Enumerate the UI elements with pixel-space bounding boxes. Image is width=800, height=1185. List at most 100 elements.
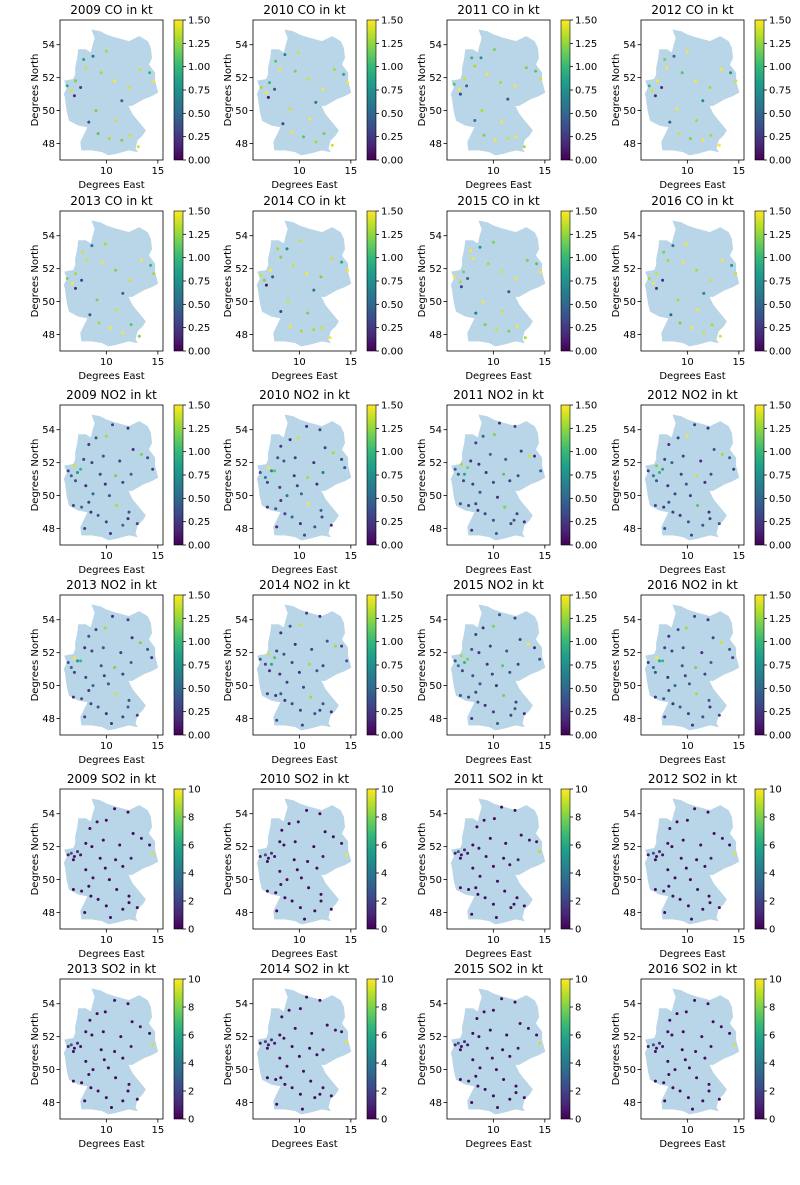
data-point	[514, 277, 518, 280]
data-point	[340, 841, 344, 845]
y-axis-label: Degrees North	[223, 245, 234, 318]
chart-title: 2010 NO2 in kt	[259, 388, 350, 402]
data-point	[82, 457, 86, 461]
data-point	[109, 916, 112, 919]
data-point	[268, 81, 271, 85]
x-tick-label: 10	[681, 166, 694, 177]
data-point	[130, 636, 134, 640]
data-point	[139, 452, 143, 456]
data-point	[72, 670, 76, 674]
x-tick-label: 10	[681, 935, 694, 946]
data-point	[87, 884, 91, 888]
data-point	[691, 1107, 694, 1111]
y-tick-label: 54	[429, 615, 442, 626]
data-point	[711, 1020, 715, 1024]
data-point	[675, 107, 679, 111]
data-point	[485, 662, 489, 666]
data-point	[471, 1058, 475, 1062]
data-point	[667, 884, 671, 888]
data-point	[258, 657, 262, 661]
data-point	[302, 1069, 305, 1073]
colorbar-tick-label: 1.00	[381, 447, 403, 458]
data-point	[312, 845, 316, 849]
colorbar-tick-label: 1.00	[188, 62, 210, 73]
colorbar-tick-label: 4	[769, 1059, 775, 1070]
data-point	[506, 137, 510, 141]
data-point	[508, 1097, 512, 1101]
data-point	[701, 99, 705, 103]
data-point	[104, 1096, 108, 1100]
y-axis-label: Degrees North	[611, 245, 622, 318]
germany-map-shape	[450, 29, 546, 156]
data-point	[501, 1048, 505, 1052]
colorbar-tick-label: 0	[188, 1115, 194, 1126]
data-point	[483, 1087, 487, 1091]
colorbar-tick-label: 10	[769, 785, 782, 796]
x-tick-label: 10	[487, 166, 500, 177]
data-point	[69, 1043, 73, 1047]
y-tick-label: 50	[42, 875, 55, 886]
data-point	[113, 1050, 117, 1053]
data-point	[651, 851, 655, 855]
colorbar	[754, 594, 765, 736]
data-point	[535, 262, 539, 266]
colorbar	[560, 210, 571, 352]
data-point	[492, 817, 496, 821]
data-point	[512, 518, 516, 522]
data-point	[535, 840, 539, 844]
data-point	[340, 644, 344, 648]
colorbar-tick-label: 0.50	[381, 109, 403, 120]
y-tick-label: 48	[429, 714, 442, 725]
data-point	[538, 850, 542, 854]
data-point	[695, 119, 699, 122]
data-point	[285, 247, 289, 251]
data-point	[111, 423, 114, 427]
data-point	[129, 661, 133, 664]
y-axis-label: Degrees North	[611, 439, 622, 512]
data-point	[128, 133, 132, 137]
data-point	[103, 1010, 107, 1014]
data-point	[478, 490, 482, 494]
data-point	[118, 843, 122, 847]
chart-title: 2011 NO2 in kt	[453, 388, 544, 402]
data-point	[89, 894, 93, 898]
data-point	[138, 641, 142, 645]
colorbar	[173, 210, 184, 352]
y-axis-label: Degrees North	[223, 1013, 234, 1086]
x-axis-label: Degrees East	[78, 565, 144, 576]
data-point	[646, 469, 650, 473]
x-tick-label: 15	[732, 551, 745, 562]
colorbar-tick-label: 1.25	[575, 230, 597, 241]
x-tick-label: 10	[100, 935, 113, 946]
data-point	[126, 810, 130, 814]
data-point	[651, 1043, 655, 1047]
colorbar-tick-label: 0.75	[188, 471, 210, 482]
data-point	[82, 58, 86, 61]
data-point	[149, 263, 153, 267]
axes-frame	[59, 594, 164, 736]
data-point	[471, 866, 475, 870]
data-point	[502, 1078, 506, 1081]
chart-panel: 2010 NO2 in kt 10 15 48 50 52 54 Degrees East De…	[223, 388, 403, 576]
data-point	[650, 89, 654, 93]
data-point	[99, 71, 103, 75]
data-point	[278, 485, 282, 489]
colorbar-tick-label: 1.00	[769, 253, 791, 264]
colorbar-tick-label: 1.25	[188, 614, 210, 625]
data-point	[483, 323, 487, 327]
data-point	[345, 853, 349, 857]
colorbar-tick-label: 0.25	[769, 707, 791, 718]
data-point	[273, 656, 277, 660]
axes-frame	[446, 594, 551, 736]
data-point	[653, 504, 657, 507]
data-point	[107, 137, 111, 141]
data-point	[651, 666, 655, 669]
data-point	[321, 855, 325, 858]
data-point	[717, 522, 721, 526]
colorbar	[560, 19, 571, 161]
data-point	[299, 876, 303, 880]
data-point	[456, 472, 460, 476]
colorbar-tick-label: 1.50	[575, 207, 597, 218]
data-point	[515, 512, 519, 516]
